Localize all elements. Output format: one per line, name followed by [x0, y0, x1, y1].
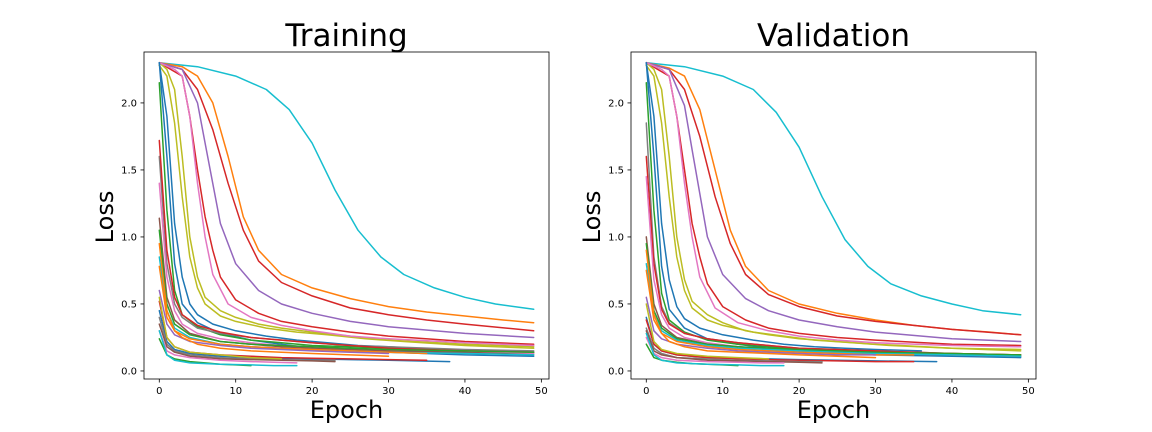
validation-x-tick-label: 20 [793, 386, 806, 397]
validation-y-tick-label: 1.5 [608, 165, 624, 176]
validation-lines [645, 61, 1022, 367]
training-y-tick-label: 2.0 [121, 98, 137, 109]
training-series-line-26 [158, 330, 298, 367]
training-series-line-24 [158, 330, 298, 364]
validation-x-tick-label: 30 [869, 386, 882, 397]
training-series-line-23 [158, 323, 336, 363]
training-x-tick-label: 10 [229, 386, 242, 397]
training-series-line-28 [158, 242, 390, 357]
training-ticks: 0 10 20 30 40 50 0.0 0.5 1.0 1.5 2.0 [121, 98, 548, 397]
training-x-tick-label: 40 [459, 386, 472, 397]
validation-y-tick-label: 0.5 [608, 299, 624, 310]
validation-series-line-13 [645, 155, 1022, 356]
training-series-line-19 [158, 289, 390, 355]
training-series-line-1 [158, 61, 535, 311]
validation-series-line-4 [645, 61, 1022, 343]
validation-x-tick-label: 50 [1022, 386, 1035, 397]
training-x-tick-label: 30 [382, 386, 395, 397]
training-series-line-13 [158, 139, 535, 353]
validation-series-line-3 [645, 61, 1022, 336]
training-x-tick-label: 50 [535, 386, 548, 397]
training-series-line-16 [158, 229, 535, 353]
validation-series-line-17 [645, 262, 1022, 357]
validation-panel: Validation Epoch Loss 0 10 20 30 40 50 0.0 0.5 1… [578, 18, 1037, 424]
training-series-line-27 [158, 296, 283, 360]
validation-series-line-27 [645, 303, 770, 360]
validation-plot-frame [630, 51, 1037, 380]
training-series-line-2 [158, 61, 535, 324]
training-series-line-3 [158, 61, 535, 332]
validation-series-line-19 [645, 296, 877, 356]
training-x-tick-label: 20 [306, 386, 319, 397]
validation-y-tick-label: 0.0 [608, 366, 624, 377]
training-series-line-18 [158, 265, 428, 355]
validation-x-axis-label: Epoch [797, 396, 871, 424]
validation-series-line-16 [645, 242, 1022, 356]
training-lines [158, 61, 535, 367]
training-x-tick-label: 0 [156, 386, 162, 397]
training-title: Training [284, 18, 407, 54]
validation-y-tick-label: 1.0 [608, 232, 624, 243]
validation-series-line-23 [645, 330, 823, 364]
validation-y-axis-label: Loss [578, 191, 606, 244]
training-x-axis-label: Epoch [310, 396, 384, 424]
validation-y-tick-label: 2.0 [608, 98, 624, 109]
training-y-tick-label: 1.5 [121, 165, 137, 176]
training-panel: Training Epoch Loss 0 10 20 30 40 50 0.0 0.5 1.0… [91, 18, 550, 424]
validation-series-line-21 [645, 319, 915, 363]
validation-series-line-1 [645, 61, 1022, 316]
validation-series-line-28 [645, 249, 877, 359]
validation-x-tick-label: 40 [946, 386, 959, 397]
training-plot-frame [143, 51, 550, 380]
validation-series-line-8 [645, 61, 1022, 348]
training-y-tick-label: 0.5 [121, 299, 137, 310]
training-y-tick-label: 1.0 [121, 232, 137, 243]
training-series-line-8 [158, 61, 535, 347]
training-y-tick-label: 0.0 [121, 366, 137, 377]
training-y-axis-label: Loss [91, 191, 119, 244]
validation-series-line-26 [645, 332, 785, 367]
training-series-line-4 [158, 61, 535, 339]
validation-series-line-24 [645, 336, 785, 364]
validation-series-line-7 [645, 64, 1022, 352]
validation-x-tick-label: 0 [643, 386, 649, 397]
validation-series-line-9 [645, 61, 923, 352]
validation-title: Validation [757, 18, 910, 54]
training-series-line-7 [158, 64, 535, 349]
validation-ticks: 0 10 20 30 40 50 0.0 0.5 1.0 1.5 2.0 [608, 98, 1035, 397]
validation-x-tick-label: 10 [716, 386, 729, 397]
